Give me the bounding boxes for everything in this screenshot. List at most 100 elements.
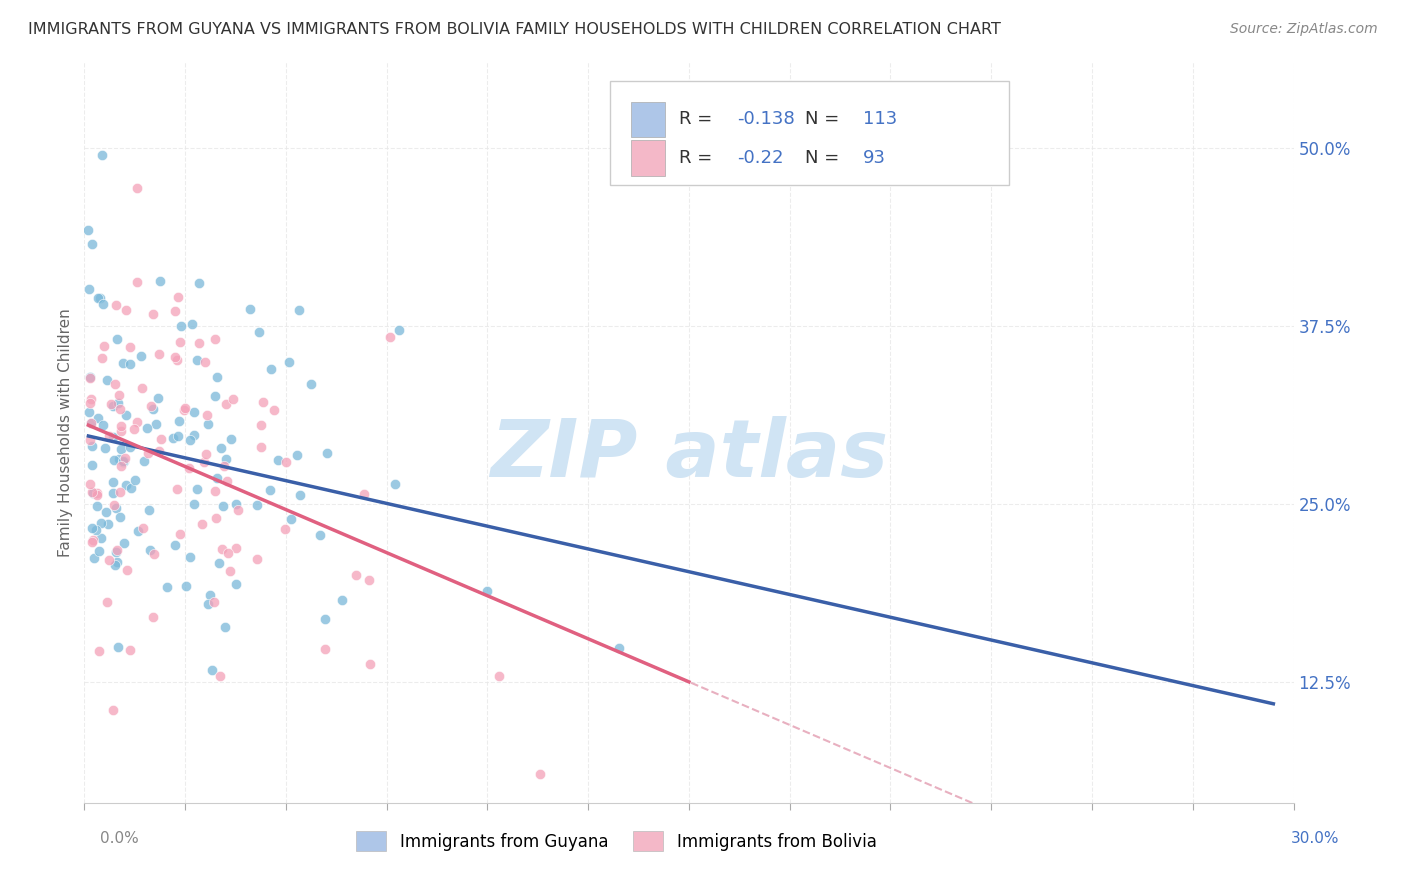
Point: [86, 485, 108, 500]
Point: [247, 326, 270, 340]
Point: [108, 509, 131, 524]
Point: [105, 555, 128, 569]
Point: [136, 446, 159, 460]
Point: [170, 318, 193, 333]
Point: [529, 767, 551, 781]
Point: [163, 351, 186, 365]
Point: [208, 669, 231, 683]
Point: [115, 477, 138, 491]
Point: [204, 389, 226, 403]
Point: [79, 434, 101, 448]
FancyBboxPatch shape: [631, 140, 665, 176]
Text: ZIP atlas: ZIP atlas: [489, 416, 889, 494]
Point: [105, 298, 128, 312]
Point: [136, 420, 159, 434]
Point: [82, 535, 104, 549]
Point: [263, 402, 285, 417]
Point: [114, 454, 136, 468]
Point: [285, 448, 308, 462]
Point: [197, 597, 219, 611]
Point: [101, 703, 124, 717]
Point: [87, 411, 110, 425]
Point: [138, 503, 160, 517]
Point: [142, 610, 165, 624]
Point: [86, 500, 108, 514]
Point: [174, 401, 197, 415]
Point: [79, 477, 101, 491]
Point: [217, 475, 239, 489]
Point: [314, 641, 336, 656]
Point: [359, 574, 381, 588]
Point: [246, 552, 269, 566]
Legend: Immigrants from Guyana, Immigrants from Bolivia: Immigrants from Guyana, Immigrants from …: [350, 825, 883, 857]
Point: [205, 511, 228, 525]
Point: [79, 396, 101, 410]
Point: [97, 553, 120, 567]
Text: 0.0%: 0.0%: [100, 831, 139, 846]
Point: [110, 424, 132, 438]
Point: [204, 332, 226, 346]
Point: [91, 148, 114, 162]
Text: IMMIGRANTS FROM GUYANA VS IMMIGRANTS FROM BOLIVIA FAMILY HOUSEHOLDS WITH CHILDRE: IMMIGRANTS FROM GUYANA VS IMMIGRANTS FRO…: [28, 22, 1001, 37]
Point: [139, 543, 162, 558]
FancyBboxPatch shape: [631, 102, 665, 137]
Point: [80, 416, 103, 430]
Point: [79, 282, 101, 296]
Point: [124, 474, 146, 488]
Point: [120, 481, 142, 495]
Point: [80, 392, 103, 406]
Text: Source: ZipAtlas.com: Source: ZipAtlas.com: [1230, 22, 1378, 37]
Point: [110, 442, 132, 457]
Point: [277, 355, 299, 369]
Point: [359, 657, 381, 671]
Point: [82, 236, 104, 251]
Point: [105, 500, 128, 515]
Point: [79, 370, 101, 384]
Point: [110, 419, 132, 434]
Point: [346, 567, 368, 582]
Point: [166, 352, 188, 367]
Point: [209, 441, 232, 455]
Point: [259, 483, 281, 497]
Point: [308, 527, 330, 541]
Point: [280, 512, 302, 526]
Point: [146, 391, 169, 405]
Point: [183, 427, 205, 442]
Point: [204, 483, 226, 498]
Point: [100, 397, 122, 411]
Point: [89, 291, 111, 305]
Point: [90, 516, 112, 531]
Point: [179, 549, 201, 564]
Point: [169, 335, 191, 350]
Point: [266, 453, 288, 467]
Point: [103, 453, 125, 467]
Point: [299, 377, 322, 392]
Text: R =: R =: [679, 149, 718, 167]
Point: [87, 291, 110, 305]
Point: [142, 307, 165, 321]
Point: [96, 374, 118, 388]
Point: [97, 428, 120, 442]
Point: [183, 498, 205, 512]
Point: [101, 399, 124, 413]
Point: [125, 416, 148, 430]
Point: [96, 594, 118, 608]
Point: [246, 498, 269, 512]
Point: [111, 454, 134, 468]
Point: [274, 522, 297, 536]
Point: [93, 441, 115, 455]
Point: [314, 612, 336, 626]
Point: [212, 458, 235, 473]
Text: N =: N =: [806, 111, 845, 128]
Point: [205, 471, 228, 485]
Point: [156, 581, 179, 595]
Point: [384, 477, 406, 491]
Point: [475, 583, 498, 598]
Point: [80, 439, 103, 453]
Point: [260, 362, 283, 376]
Point: [115, 408, 138, 422]
Point: [198, 588, 221, 602]
Point: [195, 408, 218, 422]
Point: [174, 579, 197, 593]
Point: [107, 395, 129, 409]
